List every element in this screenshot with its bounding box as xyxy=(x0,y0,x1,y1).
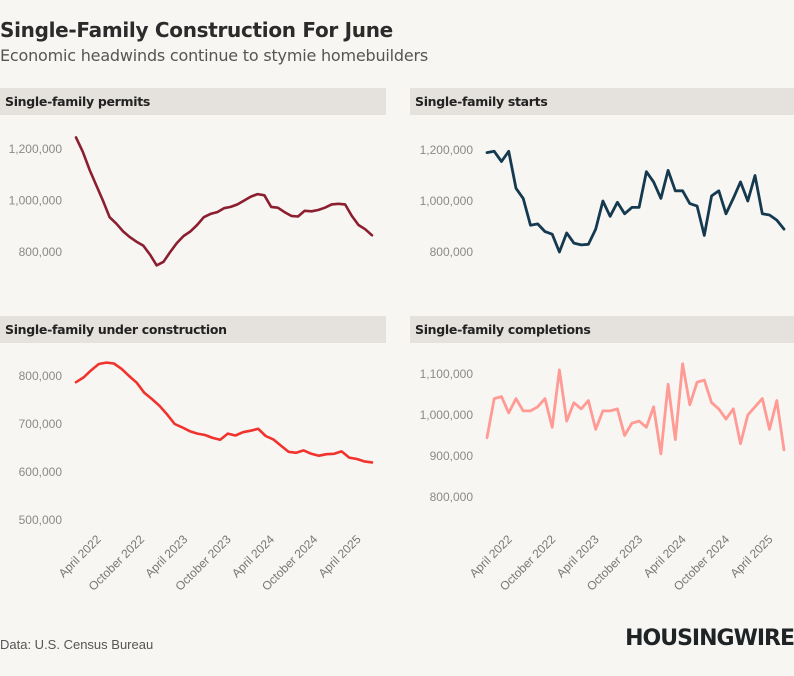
panel-header-completions: Single-family completions xyxy=(410,316,794,343)
panel-header-under-construction: Single-family under construction xyxy=(0,316,386,343)
y-tick-label: 1,000,000 xyxy=(420,194,474,208)
y-tick-label: 1,200,000 xyxy=(420,143,474,157)
chart-subtitle: Economic headwinds continue to stymie ho… xyxy=(0,46,429,65)
y-tick-label: 1,000,000 xyxy=(9,194,63,208)
y-tick-label: 1,200,000 xyxy=(9,142,63,156)
x-tick-label: April 2025 xyxy=(316,532,364,580)
series-line-completions xyxy=(485,362,786,456)
y-tick-label: 500,000 xyxy=(19,513,63,527)
series-line-under-construction xyxy=(74,361,374,464)
series-line-starts xyxy=(485,149,786,254)
y-tick-label: 700,000 xyxy=(19,417,63,431)
y-tick-label: 1,000,000 xyxy=(420,408,474,422)
y-tick-label: 1,100,000 xyxy=(420,367,474,381)
data-source: Data: U.S. Census Bureau xyxy=(0,637,154,652)
x-tick-label: April 2025 xyxy=(728,532,776,580)
chart-starts: 1,200,000 1,000,000 800,000 xyxy=(420,143,786,259)
chart-completions: 1,100,000 1,000,000 900,000 800,000 April 20… xyxy=(420,362,786,594)
series-line-permits xyxy=(74,136,374,267)
y-tick-label: 600,000 xyxy=(19,465,63,479)
housingwire-logo: HOUSINGWIRE xyxy=(625,626,794,651)
y-tick-label: 800,000 xyxy=(430,490,474,504)
y-tick-label: 800,000 xyxy=(430,245,474,259)
y-tick-label: 900,000 xyxy=(430,449,474,463)
panel-header-permits: Single-family permits xyxy=(0,88,386,115)
y-tick-label: 800,000 xyxy=(19,369,63,383)
chart-title: Single-Family Construction For June xyxy=(0,18,393,42)
panel-header-starts: Single-family starts xyxy=(410,88,794,115)
y-tick-label: 800,000 xyxy=(19,245,63,259)
chart-permits: 1,200,000 1,000,000 800,000 xyxy=(9,136,374,267)
